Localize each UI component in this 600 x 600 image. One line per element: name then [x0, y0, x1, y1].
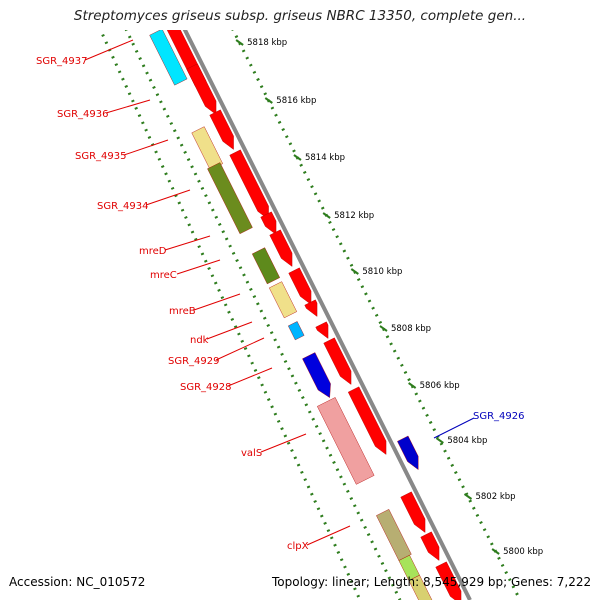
- kbp-tick-label: 5814 kbp: [305, 153, 345, 163]
- kbp-tick: [463, 493, 473, 500]
- kbp-tick: [435, 437, 444, 444]
- kbp-tick-label: 5802 kbp: [475, 492, 515, 502]
- kbp-tick: [408, 382, 417, 389]
- gene-label: mreC: [150, 270, 177, 281]
- inner-dotted-line: [124, 30, 402, 600]
- gene-pink: [317, 397, 375, 485]
- forward-gene-arrow: [304, 299, 318, 317]
- forward-gene-arrow: [420, 531, 440, 561]
- gene-leader-line: [84, 39, 134, 61]
- gene-khaki: [268, 281, 298, 319]
- gene-leader-line: [227, 367, 273, 387]
- kbp-tick-label: 5812 kbp: [334, 211, 374, 221]
- gene-layer: [98, 30, 522, 600]
- kbp-tick-label: 5808 kbp: [391, 324, 431, 334]
- gene-olive: [251, 247, 281, 285]
- forward-gene-arrow: [323, 337, 352, 385]
- gene-leader-line: [123, 139, 169, 156]
- gene-label: ndk: [190, 335, 209, 346]
- forward-gene-arrow: [269, 229, 293, 267]
- gene-label: SGR_4937: [36, 56, 88, 67]
- forward-gene-arrow: [209, 109, 234, 150]
- gene-label: SGR_4926: [473, 411, 525, 422]
- gene-cyan: [287, 321, 305, 341]
- gene-leader-line: [260, 433, 307, 453]
- gene-leader-line: [215, 337, 265, 361]
- kbp-tick: [293, 154, 302, 161]
- gene-leader-line: [306, 525, 351, 546]
- kbp-tick: [379, 325, 388, 332]
- kbp-tick-label: 5806 kbp: [420, 381, 460, 391]
- genome-title: Streptomyces griseus subsp. griseus NBRC…: [73, 8, 527, 24]
- gene-label: SGR_4929: [168, 356, 220, 367]
- gene-leader-line: [193, 293, 241, 311]
- forward-gene-arrow: [315, 321, 329, 339]
- kbp-tick-label: 5804 kbp: [447, 436, 487, 446]
- gene-leader-line: [105, 99, 151, 114]
- topology-text: Topology: linear; Length: 8,545,929 bp; …: [272, 575, 592, 589]
- gene-leader-line: [206, 321, 253, 340]
- gene-leader-line: [433, 417, 475, 439]
- forward-gene-arrow: [260, 211, 277, 235]
- kbp-tick-label: 5818 kbp: [247, 38, 287, 48]
- gene-label: mreB: [169, 306, 196, 317]
- gene-leader-line: [164, 235, 211, 251]
- gene-blue-arrow: [397, 435, 419, 471]
- kbp-tick: [322, 212, 331, 219]
- backbone-line: [182, 30, 472, 600]
- outer-dotted-line: [98, 30, 362, 600]
- gene-khaki: [408, 574, 433, 600]
- kbp-scale-dotted-line: [231, 30, 522, 600]
- kbp-tick-label: 5810 kbp: [362, 267, 402, 277]
- gene-label: SGR_4935: [75, 151, 127, 162]
- kbp-tick: [235, 39, 244, 46]
- kbp-tick: [350, 268, 359, 275]
- gene-leader-line: [145, 189, 191, 206]
- forward-gene-arrow: [288, 267, 312, 305]
- gene-label: valS: [241, 448, 262, 459]
- gene-leader-line: [176, 259, 221, 275]
- gene-label: SGR_4934: [97, 201, 149, 212]
- forward-gene-arrow: [435, 561, 462, 600]
- accession-text: Accession: NC_010572: [9, 575, 146, 589]
- gene-tan: [376, 509, 412, 561]
- gene-cyan: [149, 30, 188, 86]
- forward-gene-arrow: [347, 386, 387, 455]
- gene-khaki: [191, 126, 224, 171]
- forward-gene-arrow: [229, 149, 269, 220]
- forward-gene-arrow: [400, 491, 426, 533]
- forward-gene-arrow: [186, 63, 217, 115]
- gene-label: SGR_4936: [57, 109, 109, 120]
- gene-olive: [207, 162, 253, 235]
- gene-label: clpX: [287, 541, 309, 552]
- gene-blue-arrow: [302, 352, 331, 399]
- kbp-tick: [264, 97, 273, 104]
- kbp-tick-label: 5800 kbp: [503, 547, 543, 557]
- label-layer: 5818 kbp 5816 kbp 5814 kbp 5812 kbp 5810 kbp…: [36, 38, 543, 557]
- kbp-tick-label: 5816 kbp: [276, 96, 316, 106]
- gene-label: mreD: [139, 246, 167, 257]
- kbp-tick: [491, 548, 500, 555]
- gene-label: SGR_4928: [180, 382, 232, 393]
